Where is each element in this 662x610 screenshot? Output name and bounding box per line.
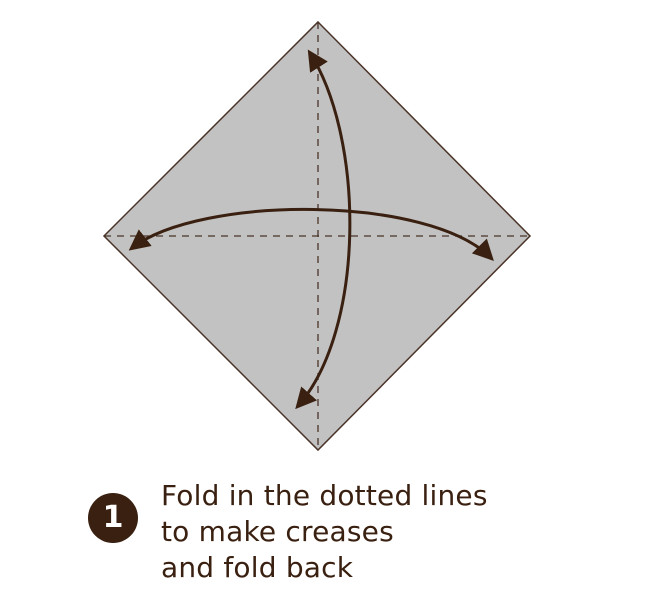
step-number: 1: [102, 500, 124, 535]
instruction-line: and fold back: [161, 551, 354, 584]
instruction-text: Fold in the dotted lines to make creases…: [161, 478, 488, 586]
instruction-line: to make creases: [161, 515, 394, 548]
vertical-fold-arrow: [295, 49, 352, 410]
step-number-badge: 1: [88, 493, 138, 543]
instruction-line: Fold in the dotted lines: [161, 479, 488, 512]
